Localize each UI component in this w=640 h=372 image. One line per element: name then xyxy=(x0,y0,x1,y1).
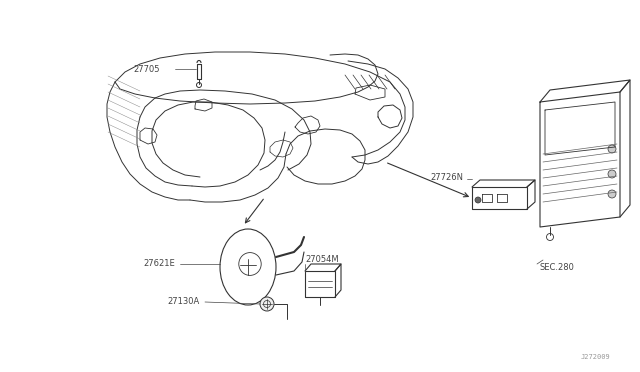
Text: 27621E: 27621E xyxy=(143,260,175,269)
Circle shape xyxy=(260,297,274,311)
Text: SEC.280: SEC.280 xyxy=(540,263,575,272)
Circle shape xyxy=(608,145,616,153)
Circle shape xyxy=(608,190,616,198)
Text: 27054M: 27054M xyxy=(305,256,339,264)
Text: 27705: 27705 xyxy=(134,64,160,74)
Text: 27726N: 27726N xyxy=(430,173,463,182)
Circle shape xyxy=(475,197,481,203)
Text: 27130A: 27130A xyxy=(168,298,200,307)
Circle shape xyxy=(608,170,616,178)
Text: J272009: J272009 xyxy=(580,354,610,360)
Circle shape xyxy=(196,83,202,87)
Circle shape xyxy=(547,234,554,241)
